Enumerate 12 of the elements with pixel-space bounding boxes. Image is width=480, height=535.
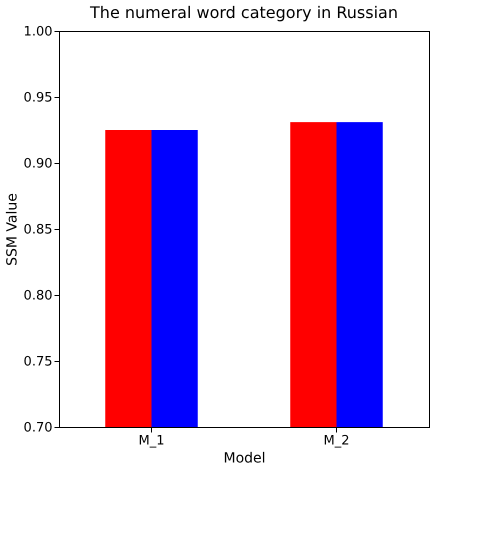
x-tick-label: M_2 (324, 434, 350, 448)
x-tick-label: M_1 (138, 434, 164, 448)
y-tick-label: 0.85 (24, 222, 52, 238)
y-tick-label: 0.80 (24, 288, 52, 304)
chart-title: The numeral word category in Russian (89, 3, 398, 22)
y-tick-label: 1.00 (24, 24, 52, 40)
x-axis-title: Model (223, 450, 266, 466)
y-tick-label: 0.70 (24, 420, 52, 436)
y-tick-label: 0.75 (24, 354, 52, 370)
y-axis-title: SSM Value (4, 193, 21, 266)
y-tick-label: 0.90 (24, 156, 52, 172)
y-tick-label: 0.95 (24, 90, 52, 106)
